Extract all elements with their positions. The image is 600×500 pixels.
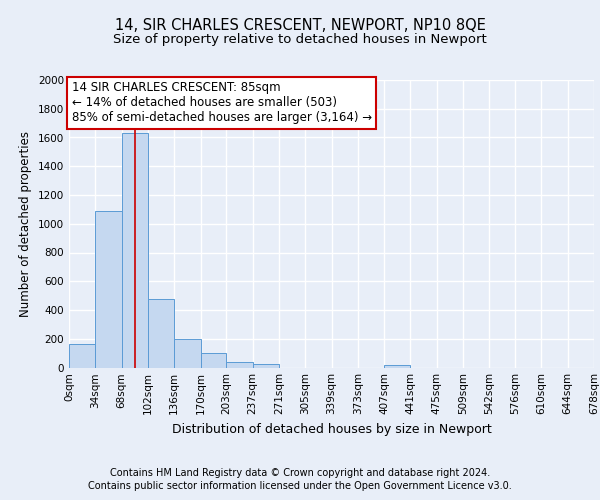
Bar (175, 339, 200, 368)
Bar (95, 211, 122, 368)
Text: 14, SIR CHARLES CRESCENT, NEWPORT, NP10 8QE: 14, SIR CHARLES CRESCENT, NEWPORT, NP10 … (115, 18, 485, 32)
Text: Contains public sector information licensed under the Open Government Licence v3: Contains public sector information licen… (88, 481, 512, 491)
Bar (69, 344, 95, 368)
Bar (122, 133, 148, 368)
Y-axis label: Number of detached properties: Number of detached properties (19, 130, 32, 317)
Bar (253, 364, 279, 368)
Text: 14 SIR CHARLES CRESCENT: 85sqm
← 14% of detached houses are smaller (503)
85% of: 14 SIR CHARLES CRESCENT: 85sqm ← 14% of … (71, 82, 372, 124)
Text: Contains HM Land Registry data © Crown copyright and database right 2024.: Contains HM Land Registry data © Crown c… (110, 468, 490, 477)
X-axis label: Distribution of detached houses by size in Newport: Distribution of detached houses by size … (172, 423, 491, 436)
Bar (226, 362, 253, 368)
Bar (200, 353, 226, 368)
Text: Size of property relative to detached houses in Newport: Size of property relative to detached ho… (113, 32, 487, 46)
Bar (148, 298, 175, 368)
Bar (384, 366, 410, 368)
